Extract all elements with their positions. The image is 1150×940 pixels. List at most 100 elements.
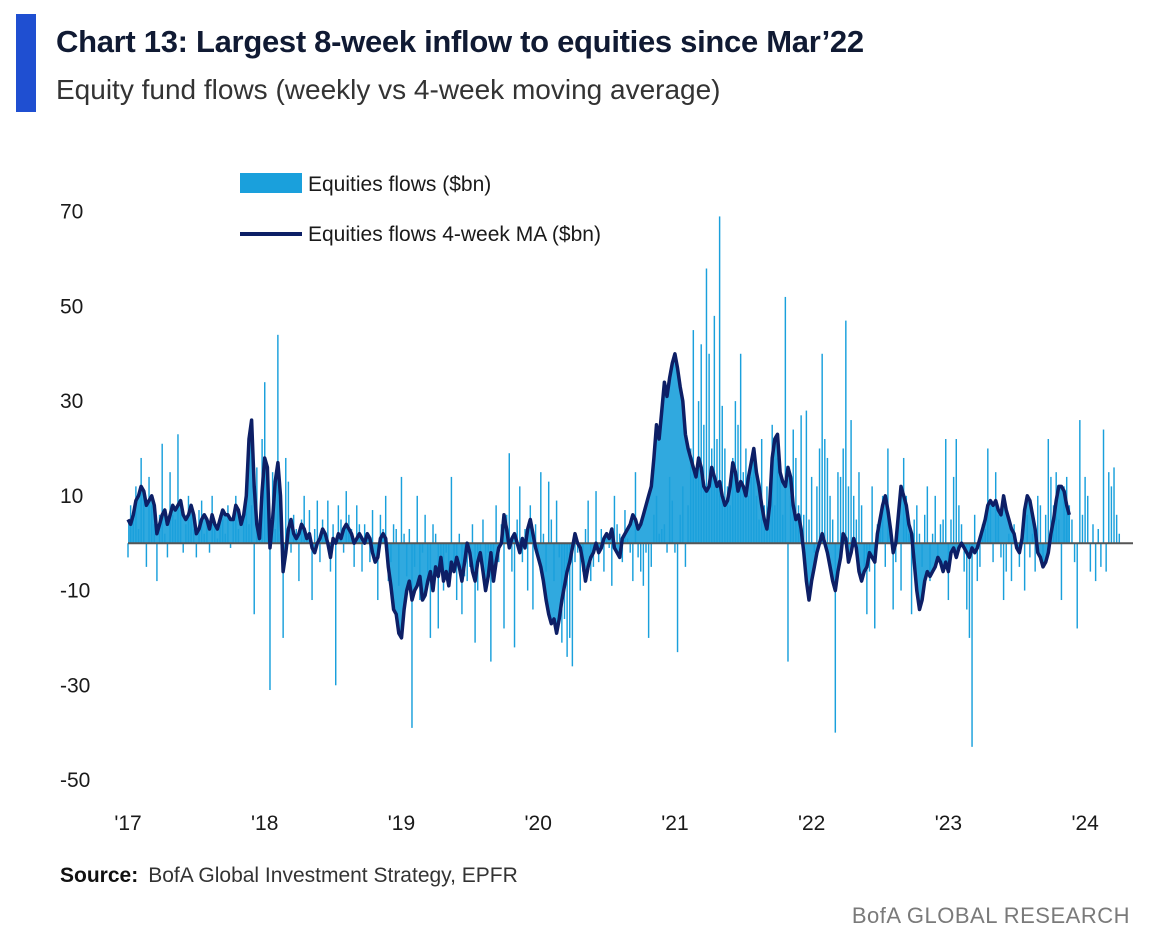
flow-bar xyxy=(958,505,960,544)
flow-bar xyxy=(884,543,886,567)
flow-bar xyxy=(371,510,374,544)
flow-bar xyxy=(776,457,779,544)
x-tick-label: '23 xyxy=(935,812,962,835)
flow-bar xyxy=(700,344,702,544)
x-tick-label: '19 xyxy=(388,812,415,835)
flow-bar xyxy=(248,524,250,544)
flow-bar xyxy=(424,514,426,544)
flow-bar xyxy=(311,543,313,601)
flow-bar xyxy=(1089,543,1092,572)
flow-bar xyxy=(831,519,834,544)
flow-bar xyxy=(145,543,148,567)
flow-bar xyxy=(571,543,574,667)
flow-bar xyxy=(495,505,497,544)
y-tick-label: 50 xyxy=(60,295,83,318)
y-tick-label: 10 xyxy=(60,485,83,508)
flow-bar xyxy=(960,524,963,544)
flow-bar xyxy=(579,543,581,591)
flow-bar xyxy=(398,543,400,586)
flow-bar xyxy=(521,543,524,563)
flow-bar xyxy=(994,472,997,544)
flow-bar xyxy=(287,481,290,544)
flow-bar xyxy=(658,533,660,544)
brand-label: BofA GLOBAL RESEARCH xyxy=(851,903,1130,928)
flow-bar xyxy=(655,495,658,544)
flow-bar xyxy=(335,543,337,686)
flow-bar xyxy=(513,543,516,648)
flow-bar xyxy=(195,543,198,558)
flow-bar xyxy=(650,543,652,567)
y-tick-label: -30 xyxy=(60,674,90,697)
flow-bar xyxy=(519,486,521,544)
legend-label-ma: Equities flows 4-week MA ($bn) xyxy=(308,223,601,246)
flow-bar xyxy=(361,543,363,572)
flow-bar xyxy=(405,543,408,577)
flow-bar xyxy=(755,495,758,544)
flow-bar xyxy=(1105,543,1107,572)
flow-bar xyxy=(989,505,992,544)
flow-bar xyxy=(724,448,726,544)
flow-bar xyxy=(750,476,752,544)
flow-bar xyxy=(1039,505,1042,544)
flow-bar xyxy=(1110,486,1113,544)
flow-bar xyxy=(837,472,839,544)
flow-bar xyxy=(190,514,192,544)
flow-bar xyxy=(910,543,913,615)
flow-bar xyxy=(616,524,618,544)
flow-bar xyxy=(269,543,271,691)
legend-swatch-flows xyxy=(240,173,302,193)
flow-bar xyxy=(137,528,140,544)
flow-bar xyxy=(708,353,710,544)
flow-bar xyxy=(369,543,371,563)
flow-bar xyxy=(458,533,461,544)
flow-bar xyxy=(697,401,700,544)
flow-bar xyxy=(718,216,721,544)
flow-bar xyxy=(558,543,560,558)
flow-bar xyxy=(555,500,558,544)
flow-bar xyxy=(169,472,171,544)
flow-bar xyxy=(950,519,952,544)
flow-bar xyxy=(319,543,321,563)
flow-bar xyxy=(679,514,681,544)
flow-bar xyxy=(629,543,631,553)
flow-bar xyxy=(847,486,850,544)
flow-bar xyxy=(316,500,319,544)
flow-bar xyxy=(237,528,240,544)
flow-bar xyxy=(968,543,971,638)
y-tick-label: 70 xyxy=(60,201,83,224)
flow-bar xyxy=(908,533,910,544)
flow-bar xyxy=(587,500,589,544)
flow-bar xyxy=(973,514,976,544)
flow-bar xyxy=(487,543,489,553)
flow-bar xyxy=(453,543,455,572)
flow-bar xyxy=(1084,476,1086,544)
flow-bar xyxy=(490,543,492,662)
flow-bar xyxy=(881,495,884,544)
flow-bar xyxy=(208,543,211,553)
flow-bar xyxy=(455,543,458,601)
flow-bar xyxy=(1081,514,1084,544)
flow-bar xyxy=(277,334,279,544)
flow-bar xyxy=(634,472,637,544)
flow-bar xyxy=(971,543,973,747)
flow-bar xyxy=(416,495,418,544)
flow-bar xyxy=(448,543,450,582)
flow-bar xyxy=(824,439,826,544)
flow-bar xyxy=(1076,543,1078,629)
flow-bar xyxy=(542,533,545,544)
flow-bar xyxy=(1068,505,1071,544)
flow-bar xyxy=(227,505,229,544)
flow-bar xyxy=(1010,543,1013,582)
flow-bar xyxy=(684,543,687,567)
flow-bar xyxy=(1050,476,1052,544)
flow-bar xyxy=(132,514,134,544)
flow-bar xyxy=(203,533,205,544)
flow-bar xyxy=(787,543,789,662)
flow-bar xyxy=(929,543,931,582)
flow-bar xyxy=(805,410,808,544)
title-accent-bar xyxy=(16,14,36,112)
flow-bar xyxy=(363,524,366,544)
flow-bar xyxy=(813,543,815,553)
flow-bar xyxy=(803,514,805,544)
flow-bar xyxy=(1060,543,1063,601)
